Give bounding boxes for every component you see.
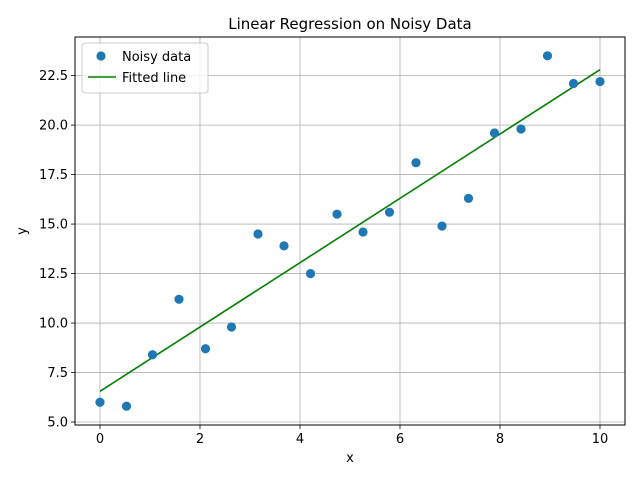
data-point <box>121 401 132 411</box>
x-tick-label: 10 <box>592 432 609 447</box>
fitted-line <box>99 68 601 393</box>
data-point <box>95 397 105 407</box>
grid <box>75 37 625 425</box>
data-point <box>542 51 553 61</box>
y-tick-label: 15.0 <box>39 218 68 233</box>
legend-label-fitted-line: Fitted line <box>122 71 186 86</box>
line-series-layer <box>99 68 601 393</box>
data-point <box>358 227 368 237</box>
x-tick-label: 6 <box>396 432 404 447</box>
y-tick-label: 17.5 <box>39 168 68 183</box>
y-tick-label: 5.0 <box>47 416 68 431</box>
data-point <box>332 209 342 219</box>
legend-label-noisy-data: Noisy data <box>122 50 191 65</box>
y-tick-label: 22.5 <box>39 69 68 84</box>
data-point <box>226 322 237 332</box>
legend-marker-noisy-data <box>96 51 106 61</box>
x-tick-label: 2 <box>196 432 204 447</box>
x-tick-label: 8 <box>496 432 504 447</box>
data-point <box>253 229 263 239</box>
data-point <box>489 128 500 138</box>
x-tick-label: 0 <box>96 432 104 447</box>
legend: Noisy data Fitted line <box>81 42 209 94</box>
plot-frame <box>74 36 626 426</box>
chart-title: Linear Regression on Noisy Data <box>228 15 472 33</box>
x-tick-label: 4 <box>296 432 304 447</box>
data-point <box>384 207 395 217</box>
y-tick-label: 12.5 <box>39 267 68 282</box>
y-axis-label: y <box>15 227 30 235</box>
x-axis-label: x <box>346 451 354 466</box>
data-point <box>437 221 447 231</box>
data-point <box>463 193 474 203</box>
y-tick-label: 10.0 <box>39 317 68 332</box>
scatter-series-layer <box>95 51 605 411</box>
data-point <box>305 268 316 279</box>
legend-box <box>81 42 209 94</box>
data-point <box>174 294 184 304</box>
y-tick-label: 7.5 <box>47 366 68 381</box>
data-point <box>516 124 526 134</box>
data-point <box>279 241 289 251</box>
data-point <box>147 350 158 360</box>
data-point <box>411 158 421 168</box>
data-point <box>200 344 211 354</box>
ticks: 0 2 4 6 8 10 5.0 7.5 10.0 12.5 15.0 17.5 20.0 22.5 <box>39 69 608 447</box>
data-point <box>595 76 605 87</box>
data-point <box>568 78 579 89</box>
y-tick-label: 20.0 <box>39 119 68 134</box>
